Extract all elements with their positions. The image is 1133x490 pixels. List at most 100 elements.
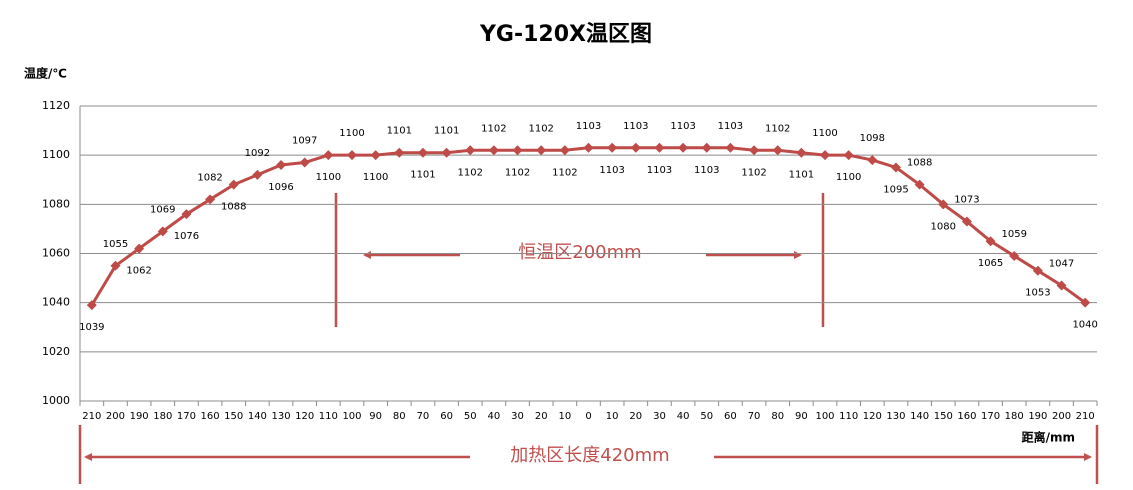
data-label: 1102 [481, 123, 506, 134]
data-point [607, 142, 618, 153]
data-point [701, 142, 712, 153]
data-label: 1103 [599, 165, 624, 176]
data-point [323, 150, 334, 161]
data-point [276, 160, 287, 170]
x-tick-label: 150 [224, 411, 243, 422]
data-point [346, 150, 357, 161]
data-point [441, 147, 452, 158]
data-label: 1103 [670, 121, 695, 132]
y-tick-label: 1080 [42, 197, 70, 210]
data-label: 1100 [812, 128, 837, 139]
data-label: 1101 [387, 126, 412, 137]
x-tick-label: 180 [1005, 411, 1024, 422]
data-point [654, 142, 665, 153]
data-label: 1040 [1072, 320, 1097, 331]
data-label: 1073 [954, 195, 979, 206]
x-tick-label: 210 [1076, 411, 1095, 422]
data-label: 1101 [410, 170, 435, 181]
x-tick-label: 180 [153, 411, 172, 422]
data-label: 1103 [647, 165, 672, 176]
x-tick-label: 170 [981, 411, 1000, 422]
y-tick-label: 1060 [42, 247, 70, 260]
x-tick-label: 100 [815, 411, 834, 422]
data-label: 1102 [458, 167, 483, 178]
data-label: 1062 [126, 266, 151, 277]
x-tick-label: 80 [771, 411, 784, 422]
x-tick-label: 30 [511, 411, 524, 422]
data-point [110, 260, 121, 271]
data-point [512, 145, 523, 156]
x-tick-label: 70 [748, 411, 761, 422]
x-tick-label: 30 [653, 411, 666, 422]
data-point [370, 150, 381, 161]
data-point [181, 209, 192, 220]
data-point [961, 216, 972, 227]
data-point [796, 147, 807, 158]
x-tick-label: 160 [957, 411, 976, 422]
data-label: 1100 [316, 172, 341, 183]
x-tick-label: 50 [464, 411, 477, 422]
data-label: 1102 [741, 167, 766, 178]
x-tick-label: 0 [585, 411, 591, 422]
x-tick-label: 80 [393, 411, 406, 422]
data-label: 1080 [931, 221, 956, 232]
x-tick-label: 110 [839, 411, 858, 422]
x-tick-label: 50 [700, 411, 713, 422]
data-label: 1095 [883, 184, 908, 195]
data-point [985, 236, 996, 247]
data-point [1032, 265, 1043, 276]
x-tick-label: 200 [106, 411, 125, 422]
data-point [820, 150, 831, 161]
data-label: 1092 [245, 148, 270, 159]
data-point [86, 300, 97, 311]
x-tick-label: 40 [677, 411, 690, 422]
data-label: 1098 [860, 133, 885, 144]
data-label: 1103 [694, 165, 719, 176]
data-label: 1102 [528, 123, 553, 134]
data-point [299, 157, 310, 168]
x-axis-label: 距离/mm [1022, 430, 1075, 445]
data-point [749, 145, 760, 156]
data-point [559, 145, 570, 156]
x-tick-label: 10 [558, 411, 571, 422]
x-tick-label: 70 [417, 411, 430, 422]
data-point [772, 145, 783, 156]
data-label: 1102 [505, 167, 530, 178]
y-tick-label: 1120 [42, 99, 70, 112]
data-point [867, 155, 878, 166]
x-tick-label: 150 [934, 411, 953, 422]
annotation: 加热区长度420mm [510, 445, 669, 466]
data-label: 1053 [1025, 288, 1050, 299]
x-tick-label: 190 [130, 411, 149, 422]
chart-title: YG-120X温区图 [479, 22, 652, 47]
y-axis-label: 温度/℃ [24, 66, 67, 81]
data-point [157, 226, 168, 237]
x-tick-label: 10 [606, 411, 619, 422]
data-label: 1088 [907, 158, 932, 169]
data-label: 1065 [978, 258, 1003, 269]
data-label: 1055 [103, 239, 128, 250]
data-point [228, 179, 239, 190]
data-point [843, 150, 854, 161]
data-label: 1047 [1049, 258, 1074, 269]
data-label: 1101 [789, 170, 814, 181]
data-label: 1039 [79, 322, 104, 333]
x-tick-label: 20 [629, 411, 642, 422]
data-label: 1103 [718, 121, 743, 132]
data-point [417, 147, 428, 158]
y-tick-label: 1040 [42, 296, 70, 309]
data-point [630, 142, 641, 153]
x-tick-label: 210 [82, 411, 101, 422]
data-label: 1076 [174, 231, 199, 242]
data-label: 1103 [576, 121, 601, 132]
data-point [536, 145, 547, 156]
data-point [252, 169, 263, 180]
data-point [583, 142, 594, 153]
data-point [1080, 297, 1091, 308]
data-point [134, 243, 145, 254]
x-tick-label: 40 [488, 411, 501, 422]
data-point [890, 162, 901, 173]
x-tick-label: 170 [177, 411, 196, 422]
x-tick-label: 130 [271, 411, 290, 422]
